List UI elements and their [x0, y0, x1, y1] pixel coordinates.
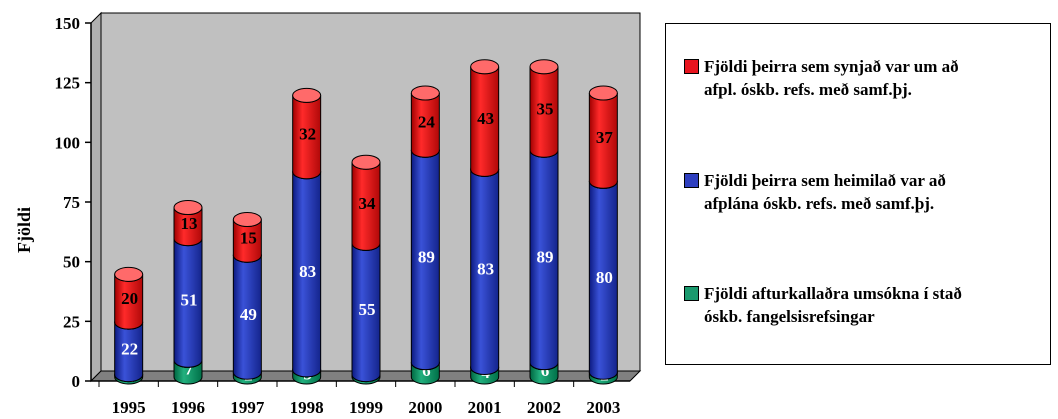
bar-group-2002: 6 89 35	[529, 59, 559, 385]
data-label: 89	[418, 247, 435, 266]
data-label: 51	[181, 290, 198, 309]
data-label: 37	[596, 128, 614, 147]
legend-swatch-green	[684, 286, 699, 301]
bar-cap	[529, 59, 559, 75]
data-label: 34	[359, 194, 377, 213]
y-tick-label: 100	[55, 133, 81, 152]
data-label: 13	[181, 214, 198, 233]
bar-cap	[351, 154, 381, 170]
bar-cap	[114, 266, 144, 282]
x-tick-label: 1998	[290, 398, 324, 417]
y-tick-label: 50	[63, 253, 80, 272]
data-label: 7	[185, 360, 194, 379]
legend-swatch-red	[684, 59, 699, 74]
bar-group-1996: 7 51 13	[173, 200, 203, 385]
bar-group-1997: 24915	[232, 211, 262, 385]
x-tick-label: 1997	[230, 398, 265, 417]
y-tick-label: 75	[63, 193, 80, 212]
x-tick-label: 2002	[527, 398, 561, 417]
x-ticks: 1995 1996 1997 1998 1999 2000 2001 2002 2003	[98, 381, 620, 417]
legend-item-afturkallad: Fjöldi afturkallaðra umsókna í stað óskb.…	[684, 282, 1044, 328]
x-tick-label: 2001	[468, 398, 502, 417]
data-label: 24	[418, 113, 436, 132]
bar-cap	[232, 211, 262, 227]
data-label: 89	[537, 247, 554, 266]
data-label: 49	[240, 305, 257, 324]
x-tick-label: 2000	[408, 398, 442, 417]
data-label: 35	[537, 100, 554, 119]
x-tick-label: 1996	[171, 398, 205, 417]
bar-cap	[173, 200, 203, 216]
data-label: 83	[299, 262, 316, 281]
data-label: 55	[359, 300, 376, 319]
legend-label: Fjöldi þeirra sem synjað var um að afpl. …	[704, 57, 959, 99]
y-tick-label: 0	[72, 372, 81, 391]
bar-group-1998: 38332	[292, 87, 322, 385]
y-tick-label: 150	[55, 14, 81, 33]
legend-label: Fjöldi þeirra sem heimilað var að afplána…	[704, 171, 946, 213]
data-label: 6	[541, 361, 550, 380]
y-tick-label: 25	[63, 312, 80, 331]
data-label: 15	[240, 228, 257, 247]
y-ticks: 0 25 50 75 100 125 150	[55, 14, 91, 391]
x-tick-label: 2003	[586, 398, 620, 417]
legend-swatch-blue	[684, 173, 699, 188]
y-axis-label: Fjöldi	[14, 207, 34, 253]
x-tick-label: 1995	[112, 398, 146, 417]
x-tick-label: 1999	[349, 398, 383, 417]
bar-group-2003: 28037	[588, 85, 618, 385]
y-tick-label: 125	[55, 74, 81, 93]
bar-group-1995: 12220	[114, 266, 144, 386]
data-label: 6	[422, 361, 431, 380]
legend: Fjöldi þeirra sem synjað var um að afpl. …	[665, 23, 1051, 365]
bars: 1222075113249153833215534689244834368935…	[114, 59, 618, 386]
bar-cap	[588, 85, 618, 101]
data-label: 20	[121, 289, 138, 308]
data-label: 83	[477, 259, 494, 278]
bar-cap	[470, 59, 500, 75]
bar-cap	[410, 85, 440, 101]
bar-group-2000: 6 89 24	[410, 85, 440, 385]
data-label: 80	[596, 268, 613, 287]
legend-item-synjad: Fjöldi þeirra sem synjað var um að afpl. …	[684, 55, 1044, 101]
plot-side-wall	[90, 11, 102, 383]
bar-cap	[292, 87, 322, 103]
data-label: 22	[121, 339, 138, 358]
data-label: 32	[299, 125, 316, 144]
data-label: 43	[477, 109, 494, 128]
bar-group-1999: 15534	[351, 154, 381, 386]
legend-item-heimilad: Fjöldi þeirra sem heimilað var að afplána…	[684, 169, 1044, 215]
legend-label: Fjöldi afturkallaðra umsókna í stað óskb.…	[704, 284, 962, 326]
